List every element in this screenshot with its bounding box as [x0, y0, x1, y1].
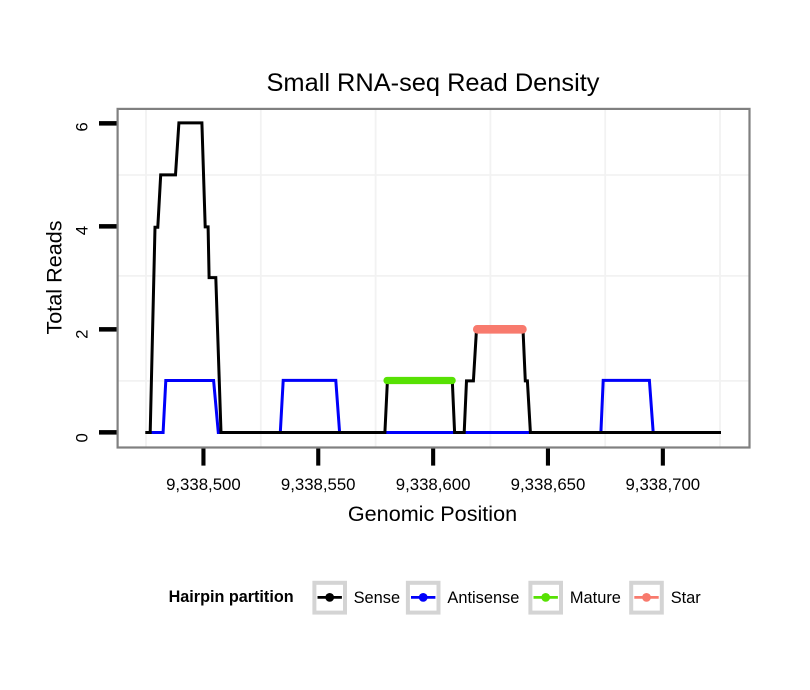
svg-text:Genomic Position: Genomic Position: [348, 501, 517, 526]
svg-text:Star: Star: [671, 589, 702, 607]
svg-text:9,338,700: 9,338,700: [625, 475, 700, 494]
svg-text:4: 4: [73, 226, 92, 235]
svg-text:Sense: Sense: [354, 589, 400, 607]
svg-text:9,338,500: 9,338,500: [166, 475, 241, 494]
svg-text:2: 2: [73, 330, 92, 339]
svg-text:Hairpin partition: Hairpin partition: [169, 588, 294, 606]
svg-text:Total Reads: Total Reads: [42, 220, 67, 334]
svg-text:Small RNA-seq Read Density: Small RNA-seq Read Density: [266, 69, 599, 97]
svg-text:9,338,550: 9,338,550: [281, 475, 356, 494]
svg-text:Mature: Mature: [570, 589, 621, 607]
svg-text:9,338,650: 9,338,650: [511, 475, 586, 494]
svg-text:Antisense: Antisense: [447, 589, 519, 607]
svg-text:9,338,600: 9,338,600: [396, 475, 471, 494]
svg-text:0: 0: [73, 433, 92, 442]
svg-text:6: 6: [73, 122, 92, 131]
